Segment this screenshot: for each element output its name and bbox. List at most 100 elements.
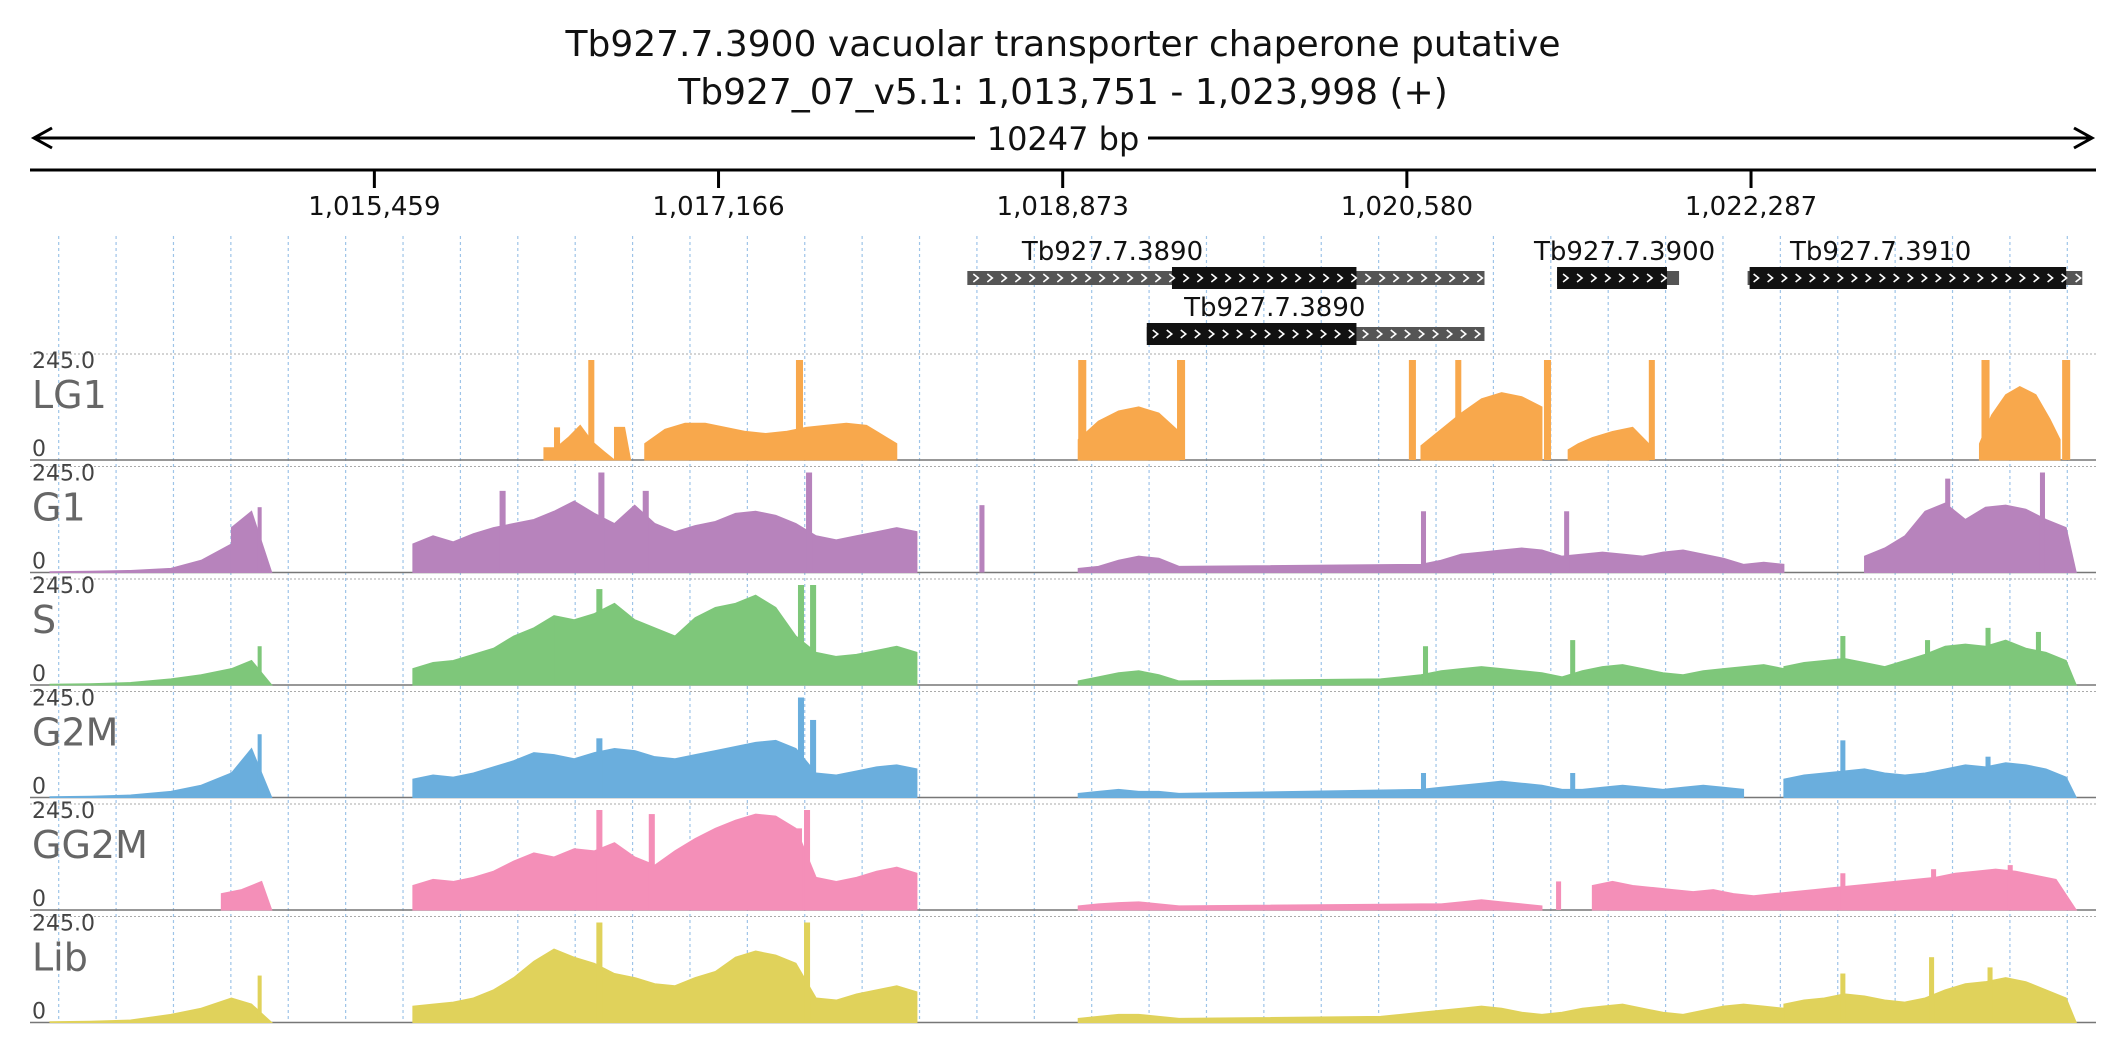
strand-chevron-icon — [1362, 329, 1370, 339]
coverage-bar — [1945, 478, 1951, 573]
coverage-bar — [795, 360, 804, 460]
coverage-area — [1591, 868, 2078, 911]
strand-chevron-icon — [1448, 273, 1456, 283]
coverage-bar — [804, 922, 811, 1023]
span-label: 10247 bp — [987, 120, 1140, 158]
strand-chevron-icon — [1208, 329, 1216, 339]
strand-chevron-icon — [1236, 329, 1244, 339]
coverage-bar — [1840, 873, 1846, 910]
coverage-bar — [1420, 773, 1427, 798]
coverage-bar — [588, 360, 595, 460]
coverage-bar — [795, 828, 803, 910]
strand-chevron-icon — [1222, 329, 1230, 339]
strand-chevron-icon — [1306, 329, 1314, 339]
coverage-area — [1783, 762, 2078, 798]
coverage-bar — [797, 697, 805, 798]
strand-chevron-icon — [1795, 273, 1802, 283]
coverage-area — [49, 997, 274, 1023]
strand-chevron-icon — [1014, 273, 1022, 283]
strand-chevron-icon — [1210, 273, 1218, 283]
coverage-area — [1077, 664, 1785, 686]
strand-chevron-icon — [1432, 329, 1440, 339]
track-ymax-label: 245.0 — [32, 574, 95, 599]
coverage-bar — [2007, 865, 2013, 910]
strand-chevron-icon — [2033, 273, 2040, 283]
coverage-bar — [1840, 740, 1846, 798]
coverage-bar — [1556, 881, 1562, 910]
gene-label: Tb927.7.3890 — [1021, 237, 1203, 267]
coverage-bar — [1840, 636, 1846, 685]
strand-chevron-icon — [1418, 329, 1426, 339]
coverage-area — [412, 813, 918, 911]
coverage-bar — [2039, 472, 2045, 573]
strand-chevron-icon — [1000, 273, 1008, 283]
strand-chevron-icon — [1308, 273, 1316, 283]
strand-chevron-icon — [1460, 329, 1468, 339]
strand-chevron-icon — [1168, 273, 1176, 283]
coverage-bar — [1564, 511, 1570, 573]
arrowhead-left-icon — [30, 126, 53, 150]
coverage-bar — [1408, 360, 1416, 460]
coverage-bar — [596, 810, 603, 910]
strand-chevron-icon — [1348, 329, 1356, 339]
strand-chevron-icon — [1378, 273, 1386, 283]
x-tick-label: 1,017,166 — [652, 192, 784, 222]
coverage-area — [644, 422, 898, 461]
coverage-track: 245.0 0 G2M — [30, 687, 2096, 800]
coverage-area — [1077, 899, 1543, 911]
track-name-label: Lib — [32, 936, 88, 980]
strand-chevron-icon — [1420, 273, 1428, 283]
gene-label: Tb927.7.3910 — [1789, 237, 1971, 267]
coverage-bar — [648, 814, 655, 910]
coverage-bar — [2062, 360, 2071, 460]
strand-chevron-icon — [1991, 273, 1998, 283]
strand-chevron-icon — [1238, 273, 1246, 283]
strand-chevron-icon — [2075, 273, 2082, 283]
strand-chevron-icon — [1350, 273, 1358, 283]
strand-chevron-icon — [1278, 329, 1286, 339]
strand-chevron-icon — [1180, 329, 1188, 339]
strand-chevron-icon — [1182, 273, 1190, 283]
strand-chevron-icon — [1056, 273, 1064, 283]
coverage-bar — [549, 951, 557, 1023]
track-ymax-label: 245.0 — [32, 912, 95, 937]
chart-subtitle: Tb927_07_v5.1: 1,013,751 - 1,023,998 (+) — [678, 72, 1448, 113]
strand-chevron-icon — [1907, 273, 1914, 283]
coverage-area — [49, 543, 232, 573]
coverage-area — [1864, 502, 2077, 573]
gene-cds — [1171, 267, 1357, 289]
coverage-bar — [1985, 627, 1991, 685]
coverage-area — [412, 948, 918, 1023]
strand-chevron-icon — [1166, 329, 1174, 339]
strand-chevron-icon — [1476, 273, 1484, 283]
strand-chevron-icon — [1462, 273, 1470, 283]
coverage-bar — [804, 810, 811, 910]
track-ymin-label: 0 — [32, 550, 46, 575]
strand-chevron-icon — [1364, 273, 1372, 283]
track-ymax-label: 245.0 — [32, 462, 95, 487]
coverage-bar — [499, 490, 506, 573]
gene-model: Tb927.7.3890 — [1146, 293, 1485, 345]
strand-chevron-icon — [1809, 273, 1816, 283]
track-name-label: G2M — [32, 711, 118, 755]
strand-chevron-icon — [1334, 329, 1342, 339]
strand-chevron-icon — [1152, 329, 1160, 339]
coverage-track: 245.0 0 G1 — [30, 462, 2096, 575]
strand-chevron-icon — [1879, 273, 1886, 283]
strand-chevron-icon — [1935, 273, 1942, 283]
strand-chevron-icon — [1767, 273, 1774, 283]
coverage-area — [1567, 426, 1650, 461]
chart-title: Tb927.7.3900 vacuolar transporter chaper… — [565, 24, 1561, 65]
track-ymin-label: 0 — [32, 662, 46, 687]
x-tick-label: 1,020,580 — [1341, 192, 1473, 222]
strand-chevron-icon — [1390, 329, 1398, 339]
strand-chevron-icon — [1196, 273, 1204, 283]
coverage-area — [803, 453, 857, 461]
strand-chevron-icon — [1963, 273, 1970, 283]
x-tick-label: 1,015,459 — [308, 192, 440, 222]
coverage-area — [412, 594, 918, 686]
strand-chevron-icon — [1977, 273, 1984, 283]
strand-chevron-icon — [1590, 273, 1598, 283]
strand-chevron-icon — [1266, 273, 1274, 283]
